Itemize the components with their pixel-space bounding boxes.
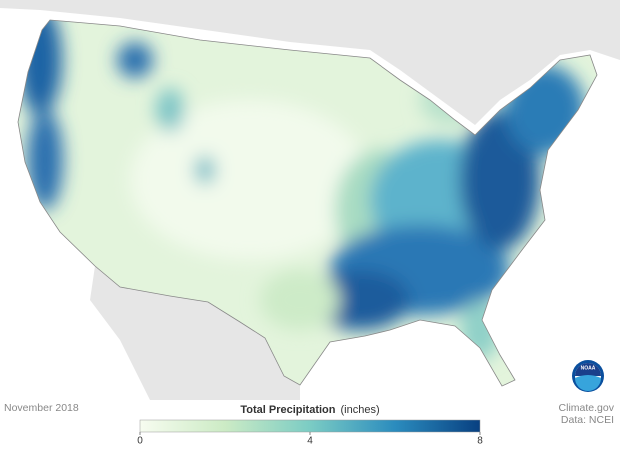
color-bar <box>139 419 481 433</box>
canada <box>0 0 620 125</box>
date: November 2018 <box>4 402 79 414</box>
mexico <box>90 266 300 400</box>
logo-text: NOAA <box>581 365 596 371</box>
tick-label: 4 <box>307 436 313 447</box>
legend-title: Total Precipitation (inches) <box>240 404 379 416</box>
tick-label: 8 <box>477 436 483 447</box>
source: Climate.gov <box>559 402 615 414</box>
data-credit: Data: NCEI <box>561 414 614 426</box>
noaa-logo: NOAA <box>572 360 604 392</box>
legend-title-text: Total Precipitation <box>240 404 335 416</box>
legend-unit: (inches) <box>341 404 380 416</box>
tick-label: 0 <box>137 436 143 447</box>
